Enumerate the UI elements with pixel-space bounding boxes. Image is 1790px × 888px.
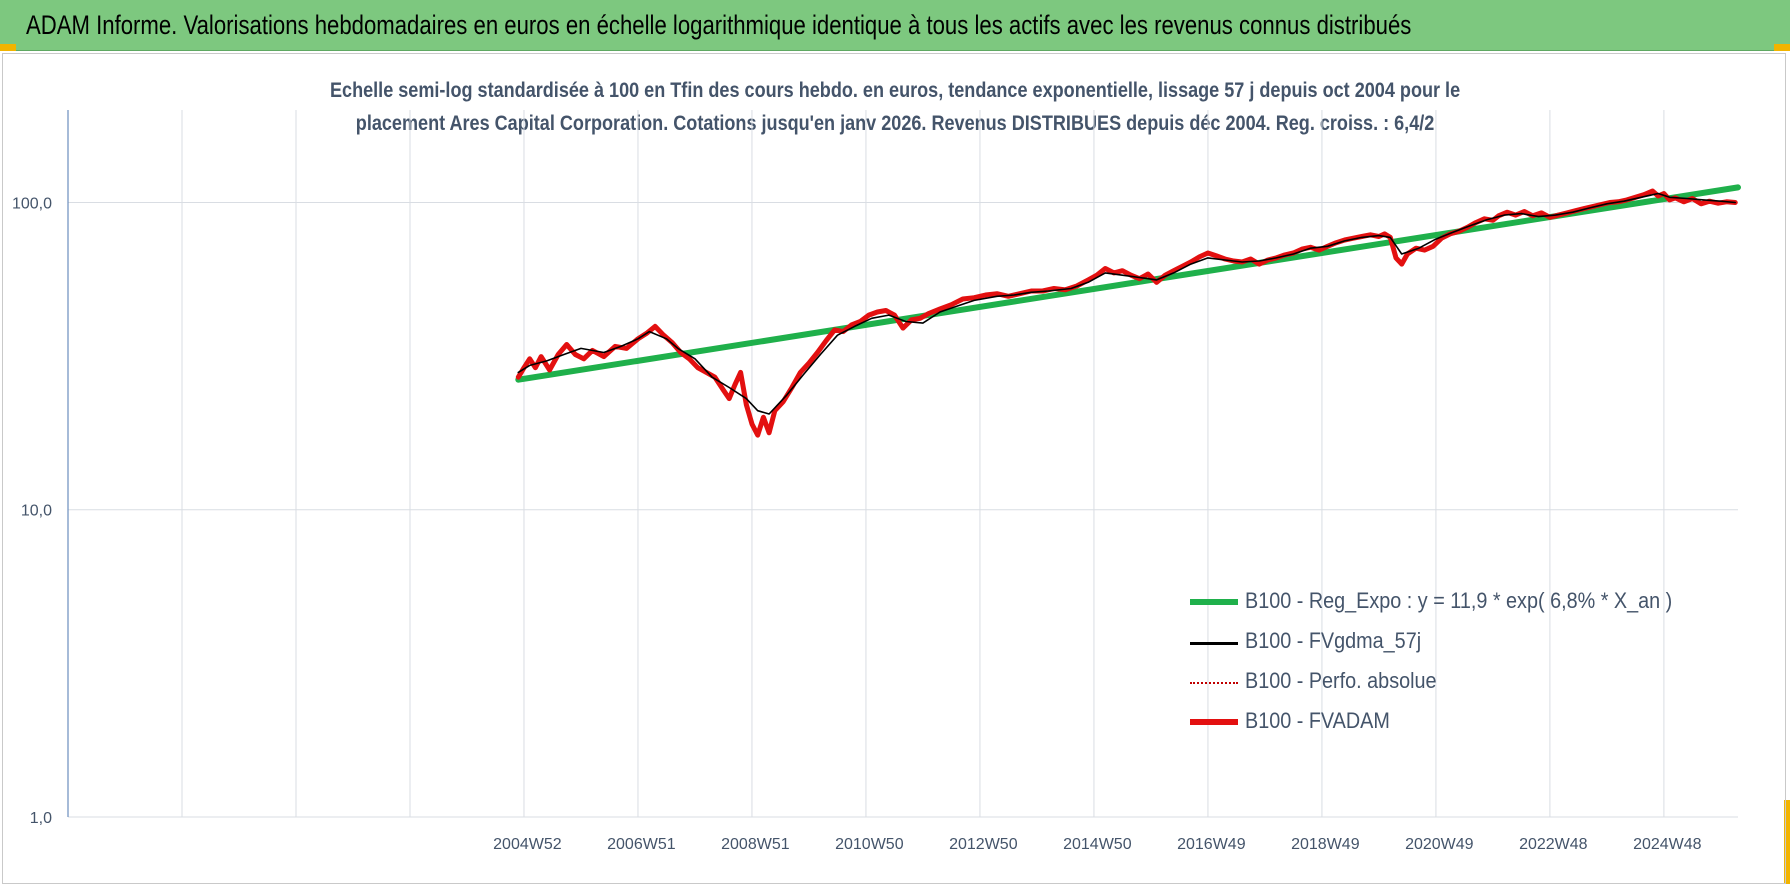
banner-title: ADAM Informe. Valorisations hebdomadaire… xyxy=(26,10,1412,40)
legend-item-fvgdma: B100 - FVgdma_57j xyxy=(1188,624,1708,664)
series-line-fvgdma xyxy=(517,192,1736,415)
legend-item-perfo: B100 - Perfo. absolue xyxy=(1188,664,1708,704)
legend-swatch-perfo xyxy=(1190,682,1238,684)
y-tick-label-1: 10,0 xyxy=(21,503,52,520)
legend-item-trend: B100 - Reg_Expo : y = 11,9 * exp( 6,8% *… xyxy=(1188,584,1708,624)
x-tick-label-7: 2018W49 xyxy=(1291,836,1360,853)
legend-swatch-fvadam xyxy=(1190,719,1238,725)
x-tick-label-6: 2016W49 xyxy=(1177,836,1246,853)
y-tick-label-2: 100,0 xyxy=(12,195,52,212)
legend-label-perfo: B100 - Perfo. absolue xyxy=(1245,668,1437,693)
legend-label-fvadam: B100 - FVADAM xyxy=(1245,708,1390,733)
chart-frame xyxy=(2,53,1786,884)
legend-label-fvgdma: B100 - FVgdma_57j xyxy=(1245,628,1422,653)
chart-legend: B100 - Reg_Expo : y = 11,9 * exp( 6,8% *… xyxy=(1188,584,1708,744)
y-tick-label-0: 1,0 xyxy=(30,810,52,827)
x-tick-label-10: 2024W48 xyxy=(1633,836,1702,853)
legend-item-fvadam: B100 - FVADAM xyxy=(1188,704,1708,744)
x-tick-label-5: 2014W50 xyxy=(1063,836,1132,853)
x-tick-label-3: 2010W50 xyxy=(835,836,904,853)
legend-swatch-trend xyxy=(1190,599,1238,605)
legend-swatch-fvgdma xyxy=(1190,642,1238,645)
chart-title-line-1: Echelle semi-log standardisée à 100 en T… xyxy=(329,79,1461,102)
legend-label-trend: B100 - Reg_Expo : y = 11,9 * exp( 6,8% *… xyxy=(1245,588,1673,613)
x-tick-label-8: 2020W49 xyxy=(1405,836,1474,853)
x-tick-label-4: 2012W50 xyxy=(949,836,1018,853)
x-tick-label-1: 2006W51 xyxy=(607,836,676,853)
x-tick-label-0: 2004W52 xyxy=(493,836,562,853)
chart-title: Echelle semi-log standardisée à 100 en T… xyxy=(150,74,1640,140)
series-line-trend xyxy=(515,184,1741,383)
series-line-fvadam xyxy=(515,188,1738,438)
x-tick-label-9: 2022W48 xyxy=(1519,836,1588,853)
corner-marker-top-left xyxy=(0,44,16,51)
header-banner: ADAM Informe. Valorisations hebdomadaire… xyxy=(0,0,1790,51)
x-tick-label-2: 2008W51 xyxy=(721,836,790,853)
chart-title-line-2: placement Ares Capital Corporation. Cota… xyxy=(355,112,1435,135)
corner-marker-top-right xyxy=(1774,44,1790,51)
corner-marker-bottom-right xyxy=(1784,800,1790,884)
